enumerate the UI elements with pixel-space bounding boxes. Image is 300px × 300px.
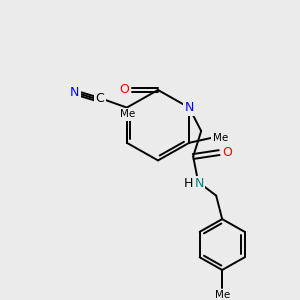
Text: N: N (194, 177, 204, 190)
Text: H: H (184, 177, 193, 190)
Text: Me: Me (213, 133, 228, 143)
Text: N: N (70, 86, 80, 99)
Text: C: C (95, 92, 104, 105)
Text: O: O (119, 83, 129, 97)
Text: Me: Me (120, 110, 135, 119)
Text: Me: Me (214, 290, 230, 300)
Text: N: N (184, 101, 194, 114)
Text: O: O (222, 146, 232, 159)
